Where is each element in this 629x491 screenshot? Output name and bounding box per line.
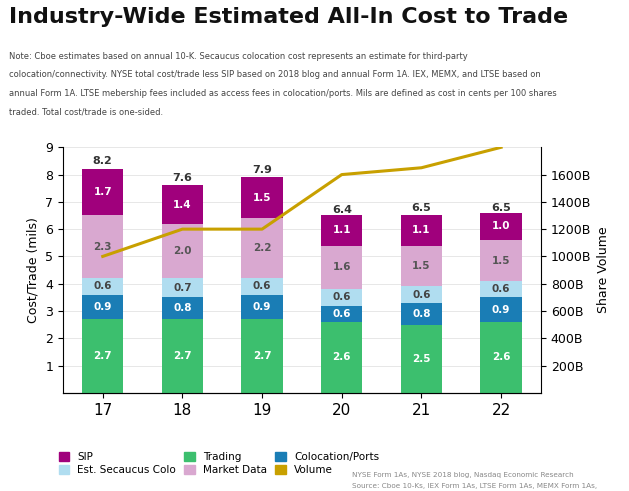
Bar (481, 298, 522, 322)
Text: annual Form 1A. LTSE mebership fees included as access fees in colocation/ports.: annual Form 1A. LTSE mebership fees incl… (9, 89, 557, 98)
Text: 2.5: 2.5 (412, 354, 431, 364)
Text: 1.1: 1.1 (412, 225, 431, 236)
Text: 1.7: 1.7 (94, 187, 112, 197)
Text: 0.6: 0.6 (333, 292, 351, 302)
Text: 2.6: 2.6 (333, 353, 351, 362)
Bar (82, 169, 123, 216)
Text: 0.8: 0.8 (173, 303, 192, 313)
Text: 2.2: 2.2 (253, 243, 271, 253)
Text: 0.6: 0.6 (333, 309, 351, 319)
Text: Industry-Wide Estimated All-In Cost to Trade: Industry-Wide Estimated All-In Cost to T… (9, 7, 569, 27)
Bar (321, 246, 362, 289)
Text: 1.4: 1.4 (173, 199, 192, 210)
Bar (82, 278, 123, 295)
Text: 0.6: 0.6 (253, 281, 271, 292)
Text: 1.0: 1.0 (492, 221, 510, 231)
Text: 0.6: 0.6 (492, 284, 510, 294)
Legend: SIP, Est. Secaucus Colo, Trading, Market Data, Colocation/Ports, Volume: SIP, Est. Secaucus Colo, Trading, Market… (58, 452, 379, 475)
Text: 8.2: 8.2 (93, 157, 113, 166)
Bar (481, 240, 522, 281)
Bar (401, 303, 442, 325)
Text: 1.6: 1.6 (333, 262, 351, 273)
Bar (481, 213, 522, 240)
Text: 6.4: 6.4 (331, 206, 352, 216)
Text: 0.9: 0.9 (94, 302, 112, 312)
Text: 0.8: 0.8 (412, 309, 431, 319)
Bar (401, 325, 442, 393)
Bar (481, 281, 522, 298)
Bar (82, 216, 123, 278)
Bar (321, 322, 362, 393)
Text: 6.5: 6.5 (491, 203, 511, 213)
Text: 0.6: 0.6 (94, 281, 112, 292)
Text: NYSE Form 1As, NYSE 2018 blog, Nasdaq Economic Research: NYSE Form 1As, NYSE 2018 blog, Nasdaq Ec… (352, 472, 574, 478)
Text: 2.7: 2.7 (173, 351, 192, 361)
Text: 2.7: 2.7 (94, 351, 112, 361)
Text: Note: Cboe estimates based on annual 10-K. Secaucus colocation cost represents a: Note: Cboe estimates based on annual 10-… (9, 52, 468, 60)
Bar (242, 177, 283, 218)
Bar (401, 286, 442, 303)
Bar (82, 319, 123, 393)
Y-axis label: Share Volume: Share Volume (597, 227, 610, 313)
Bar (321, 289, 362, 305)
Bar (162, 186, 203, 224)
Text: 7.9: 7.9 (252, 164, 272, 175)
Text: Source: Cboe 10-Ks, IEX Form 1As, LTSE Form 1As, MEMX Form 1As,: Source: Cboe 10-Ks, IEX Form 1As, LTSE F… (352, 483, 598, 489)
Text: 0.9: 0.9 (253, 302, 271, 312)
Bar (242, 278, 283, 295)
Text: 2.7: 2.7 (253, 351, 271, 361)
Bar (162, 224, 203, 278)
Text: 2.0: 2.0 (173, 246, 192, 256)
Bar (162, 319, 203, 393)
Text: 6.5: 6.5 (411, 203, 431, 213)
Bar (401, 216, 442, 246)
Bar (401, 246, 442, 286)
Text: 2.6: 2.6 (492, 353, 510, 362)
Text: 0.7: 0.7 (173, 283, 192, 293)
Text: colocation/connectivity. NYSE total cost/trade less SIP based on 2018 blog and a: colocation/connectivity. NYSE total cost… (9, 70, 541, 79)
Bar (162, 278, 203, 298)
Bar (321, 216, 362, 246)
Text: 0.9: 0.9 (492, 304, 510, 315)
Bar (242, 295, 283, 319)
Text: 1.5: 1.5 (492, 255, 510, 266)
Y-axis label: Cost/Trade (mils): Cost/Trade (mils) (26, 217, 40, 323)
Bar (162, 298, 203, 319)
Text: 2.3: 2.3 (94, 242, 112, 252)
Text: traded. Total cost/trade is one-sided.: traded. Total cost/trade is one-sided. (9, 108, 164, 116)
Bar (242, 319, 283, 393)
Bar (321, 305, 362, 322)
Bar (242, 218, 283, 278)
Text: 0.6: 0.6 (412, 290, 431, 300)
Bar (481, 322, 522, 393)
Text: 1.1: 1.1 (333, 225, 351, 236)
Text: 7.6: 7.6 (172, 173, 192, 183)
Text: 1.5: 1.5 (253, 193, 271, 203)
Bar (82, 295, 123, 319)
Text: 1.5: 1.5 (412, 261, 431, 271)
